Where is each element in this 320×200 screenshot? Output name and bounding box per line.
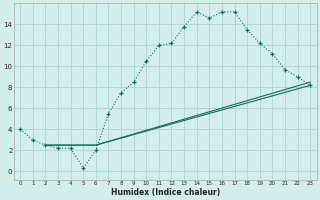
X-axis label: Humidex (Indice chaleur): Humidex (Indice chaleur) xyxy=(111,188,220,197)
